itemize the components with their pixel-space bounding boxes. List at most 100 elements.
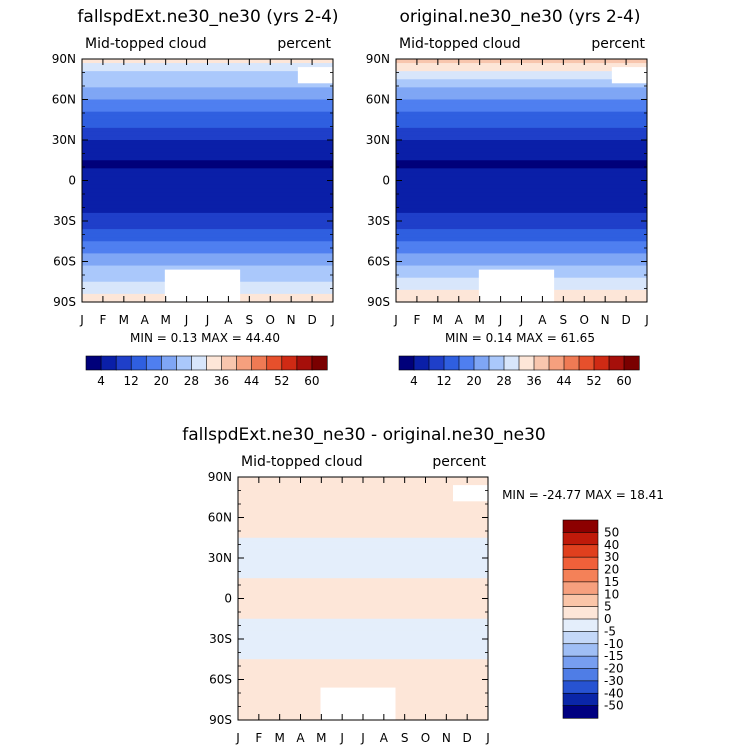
colorbar-label: 12 (124, 374, 139, 388)
colorbar-label: 20 (466, 374, 481, 388)
x-tick-label: S (560, 313, 568, 327)
heatmap-band (82, 103, 333, 109)
heatmap-band (396, 135, 647, 141)
heatmap-band (396, 221, 647, 226)
chart-title: fallspdExt.ne30_ne30 (yrs 2-4) (77, 7, 338, 27)
colorbar-label: 28 (496, 374, 511, 388)
heatmap-band (82, 95, 333, 101)
y-tick-label: 90N (52, 52, 76, 66)
heatmap-band (238, 671, 488, 677)
heatmap-band (238, 493, 488, 498)
y-tick-label: 0 (68, 174, 76, 188)
colorbar-swatch (251, 355, 268, 371)
x-tick-label: A (224, 313, 233, 327)
heatmap-band (82, 196, 333, 202)
colorbar-swatch (562, 692, 599, 707)
heatmap-band (238, 651, 488, 656)
heatmap-band (82, 221, 333, 226)
heatmap-band (238, 578, 488, 583)
x-tick-label: M (474, 313, 484, 327)
colorbar-swatch (443, 355, 460, 371)
colorbar-label: 44 (244, 374, 259, 388)
colorbar-label: 12 (436, 374, 451, 388)
missing-data-patch (320, 687, 396, 720)
min-max-stats: MIN = 0.13 MAX = 44.40 (130, 331, 280, 345)
heatmap-band (82, 229, 333, 234)
heatmap-band (82, 164, 333, 169)
y-tick-label: 30N (52, 133, 76, 147)
heatmap-band (396, 216, 647, 222)
missing-data-patch (611, 67, 647, 84)
heatmap-band (238, 537, 488, 543)
colorbar-swatch (548, 355, 565, 371)
subtitle-right: percent (277, 36, 331, 52)
x-tick-label: F (413, 313, 420, 327)
colorbar-label: 0 (604, 612, 612, 626)
colorbar-swatch (398, 355, 415, 371)
heatmap-band (238, 574, 488, 579)
colorbar-label: 4 (410, 374, 418, 388)
colorbar-label: 60 (304, 374, 319, 388)
y-tick-label: 60S (367, 255, 390, 269)
heatmap-band (238, 541, 488, 547)
heatmap-band (82, 75, 333, 80)
x-tick-label: D (307, 313, 316, 327)
heatmap-band (82, 172, 333, 178)
colorbar-swatch (562, 569, 599, 583)
heatmap-band (82, 115, 333, 121)
heatmap-band (238, 630, 488, 636)
heatmap-band (396, 233, 647, 238)
heatmap-band (396, 176, 647, 182)
heatmap-band (396, 95, 647, 101)
colorbar-label: 40 (604, 538, 619, 552)
heatmap-band (82, 63, 333, 68)
colorbar-label: -20 (604, 662, 624, 676)
heatmap-band (82, 140, 333, 145)
colorbar-swatch (176, 355, 193, 371)
x-tick-label: J (393, 313, 398, 327)
x-tick-label: A (455, 313, 464, 327)
y-tick-label: 30S (209, 632, 232, 646)
heatmap-band (82, 233, 333, 238)
colorbar-label: -5 (604, 624, 616, 638)
heatmap-band (82, 135, 333, 141)
x-tick-label: J (184, 313, 189, 327)
heatmap-band (82, 99, 333, 105)
heatmap-band (82, 119, 333, 125)
heatmap-band (396, 241, 647, 246)
x-tick-label: O (421, 731, 430, 745)
heatmap-band (396, 127, 647, 133)
colorbar-swatch (623, 355, 640, 371)
heatmap-band (82, 212, 333, 218)
subtitle-right: percent (591, 36, 645, 52)
colorbar-label: -30 (604, 674, 624, 688)
colorbar-swatch (562, 631, 599, 645)
colorbar-swatch (593, 355, 610, 371)
heatmap-band (238, 533, 488, 539)
heatmap-band (238, 509, 488, 515)
heatmap-band (238, 610, 488, 616)
heatmap-band (238, 614, 488, 620)
heatmap-band (82, 156, 333, 161)
heatmap-band (396, 152, 647, 157)
min-max-stats: MIN = 0.14 MAX = 61.65 (445, 331, 595, 345)
colorbar-swatch (488, 355, 505, 371)
x-tick-label: F (255, 731, 262, 745)
heatmap-band (238, 562, 488, 567)
colorbar-swatch (191, 355, 208, 371)
subtitle-left: Mid-topped cloud (399, 36, 521, 52)
heatmap-band (238, 553, 488, 559)
heatmap-band (396, 115, 647, 121)
heatmap-band (82, 204, 333, 210)
colorbar-swatch (562, 705, 599, 719)
heatmap-band (396, 200, 647, 206)
heatmap-band (396, 196, 647, 202)
heatmap-band (238, 549, 488, 555)
colorbar-swatch (562, 556, 599, 571)
y-tick-label: 0 (224, 592, 232, 606)
colorbar-swatch (608, 355, 625, 371)
heatmap-band (82, 148, 333, 153)
heatmap-band (396, 261, 647, 267)
heatmap-band (396, 67, 647, 72)
